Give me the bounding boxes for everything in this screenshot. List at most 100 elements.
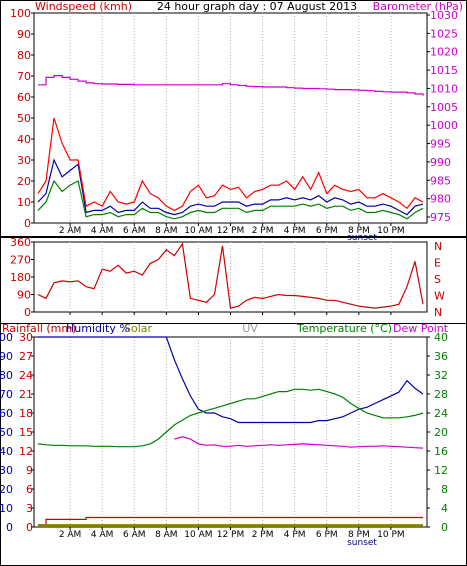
series-average: [37, 179, 424, 220]
series-rainfall-mm: [38, 516, 423, 526]
y-tick-label-barometer: 985: [430, 174, 451, 187]
x-tick-label-wind: 8 PM: [348, 226, 370, 236]
y-tick-label-barometer: 1020: [430, 46, 458, 59]
y-tick-label-direction: 90: [17, 289, 31, 302]
y-tick-label-wind: 80: [17, 49, 31, 62]
dewpoint-axis-label: Dew Point: [393, 322, 449, 335]
y-tick-label-temperature: 28: [434, 388, 448, 401]
y-tick-label-rainfall: 12: [19, 445, 33, 458]
solar-axis-label: Solar: [124, 322, 153, 335]
y-tick-label-barometer: 1025: [430, 27, 458, 40]
humidity-axis-label: Humidity %: [66, 322, 130, 335]
y-tick-label-compass: W: [434, 290, 445, 303]
y-tick-label-compass: E: [434, 257, 441, 270]
panel-direction-frame: [0, 237, 467, 324]
y-tick-label-wind: 0: [24, 217, 31, 230]
x-tick-label-temp: 6 PM: [316, 530, 338, 540]
y-tick-label-rainfall: 21: [19, 388, 33, 401]
y-tick-label-rainfall: 3: [26, 502, 33, 515]
x-tick-label-temp: 8 PM: [348, 530, 370, 540]
wind-axis-label: Windspeed (kmh): [35, 0, 132, 13]
x-tick-label-wind: 6 AM: [123, 226, 146, 236]
barometer-axis-label: Barometer (hPa): [373, 0, 463, 13]
y-tick-label-wind: 20: [17, 175, 31, 188]
y-tick-label-rainfall: 15: [19, 426, 33, 439]
series-windspeed-kmh: [37, 158, 424, 216]
y-tick-label-barometer: 1005: [430, 101, 458, 114]
y-tick-label-humidity: 0: [6, 521, 13, 534]
y-tick-label-direction: 360: [10, 236, 31, 249]
series-gust: [37, 117, 424, 212]
y-tick-label-humidity: 70: [0, 388, 13, 401]
y-tick-label-wind: 10: [17, 196, 31, 209]
x-tick-label-temp: 10 AM: [184, 530, 212, 540]
sunset-annotation: sunset: [347, 538, 377, 548]
y-tick-label-humidity: 90: [0, 350, 13, 363]
sunset-annotation: sunset: [347, 233, 377, 243]
y-tick-label-temperature: 8: [441, 483, 448, 496]
y-tick-label-rainfall: 6: [26, 483, 33, 496]
y-tick-label-humidity: 50: [0, 426, 13, 439]
y-tick-label-compass: N: [434, 306, 442, 319]
uv-axis-label: UV: [242, 322, 258, 335]
x-tick-label-wind: 2 AM: [59, 226, 82, 236]
chart-title: 24 hour graph day : 07 August 2013: [157, 0, 357, 13]
y-tick-label-direction: 270: [10, 254, 31, 267]
y-tick-label-wind: 50: [17, 112, 31, 125]
y-tick-label-barometer: 995: [430, 138, 451, 151]
y-tick-label-humidity: 30: [0, 464, 13, 477]
y-tick-label-barometer: 1015: [430, 64, 458, 77]
y-tick-label-direction: 0: [24, 306, 31, 319]
y-tick-label-wind: 100: [10, 7, 31, 20]
y-tick-label-humidity: 60: [0, 407, 13, 420]
y-tick-label-temperature: 12: [434, 464, 448, 477]
y-tick-label-wind: 90: [17, 28, 31, 41]
x-tick-label-wind: 2 PM: [252, 226, 274, 236]
y-tick-label-wind: 40: [17, 133, 31, 146]
x-tick-label-temp: 2 PM: [252, 530, 274, 540]
y-tick-label-rainfall: 27: [19, 350, 33, 363]
x-tick-label-wind: 6 PM: [316, 226, 338, 236]
y-tick-label-wind: 30: [17, 154, 31, 167]
temperature-axis-label: Temperature (°C): [296, 322, 392, 335]
x-tick-label-wind: 8 AM: [155, 226, 178, 236]
x-tick-label-wind: 10 AM: [184, 226, 212, 236]
y-tick-label-humidity: 80: [0, 369, 13, 382]
x-tick-label-temp: 12 PM: [217, 530, 245, 540]
y-tick-label-barometer: 1000: [430, 119, 458, 132]
x-tick-label-temp: 4 AM: [91, 530, 114, 540]
y-tick-label-humidity: 10: [0, 502, 13, 515]
y-tick-label-wind: 70: [17, 70, 31, 83]
y-tick-label-temperature: 40: [434, 331, 448, 344]
series-wind-direction: [37, 242, 424, 309]
y-tick-label-barometer: 980: [430, 193, 451, 206]
y-tick-label-temperature: 20: [434, 426, 448, 439]
x-tick-label-wind: 10 PM: [377, 226, 405, 236]
y-tick-label-rainfall: 0: [26, 521, 33, 534]
x-tick-label-wind: 4 PM: [284, 226, 306, 236]
y-tick-label-wind: 60: [17, 91, 31, 104]
y-tick-label-compass: S: [434, 273, 441, 286]
series-humidity: [38, 336, 424, 424]
series-dew-point: [174, 436, 424, 449]
series-barometer-hpa: [38, 75, 424, 96]
y-tick-label-temperature: 16: [434, 445, 448, 458]
y-tick-label-humidity: 20: [0, 483, 13, 496]
y-tick-label-barometer: 975: [430, 211, 451, 224]
y-tick-label-temperature: 0: [441, 521, 448, 534]
y-tick-label-compass: N: [434, 240, 442, 253]
rainfall-axis-label: Rainfall (mm): [2, 322, 76, 335]
x-tick-label-wind: 4 AM: [91, 226, 114, 236]
x-tick-label-temp: 10 PM: [377, 530, 405, 540]
x-tick-label-temp: 6 AM: [123, 530, 146, 540]
series-temperature-c: [37, 388, 424, 448]
y-tick-label-barometer: 990: [430, 156, 451, 169]
x-tick-label-temp: 2 AM: [59, 530, 82, 540]
y-tick-label-temperature: 36: [434, 350, 448, 363]
y-tick-label-temperature: 32: [434, 369, 448, 382]
y-tick-label-humidity: 100: [0, 331, 13, 344]
y-tick-label-temperature: 24: [434, 407, 448, 420]
y-tick-label-rainfall: 30: [19, 331, 33, 344]
x-tick-label-temp: 8 AM: [155, 530, 178, 540]
